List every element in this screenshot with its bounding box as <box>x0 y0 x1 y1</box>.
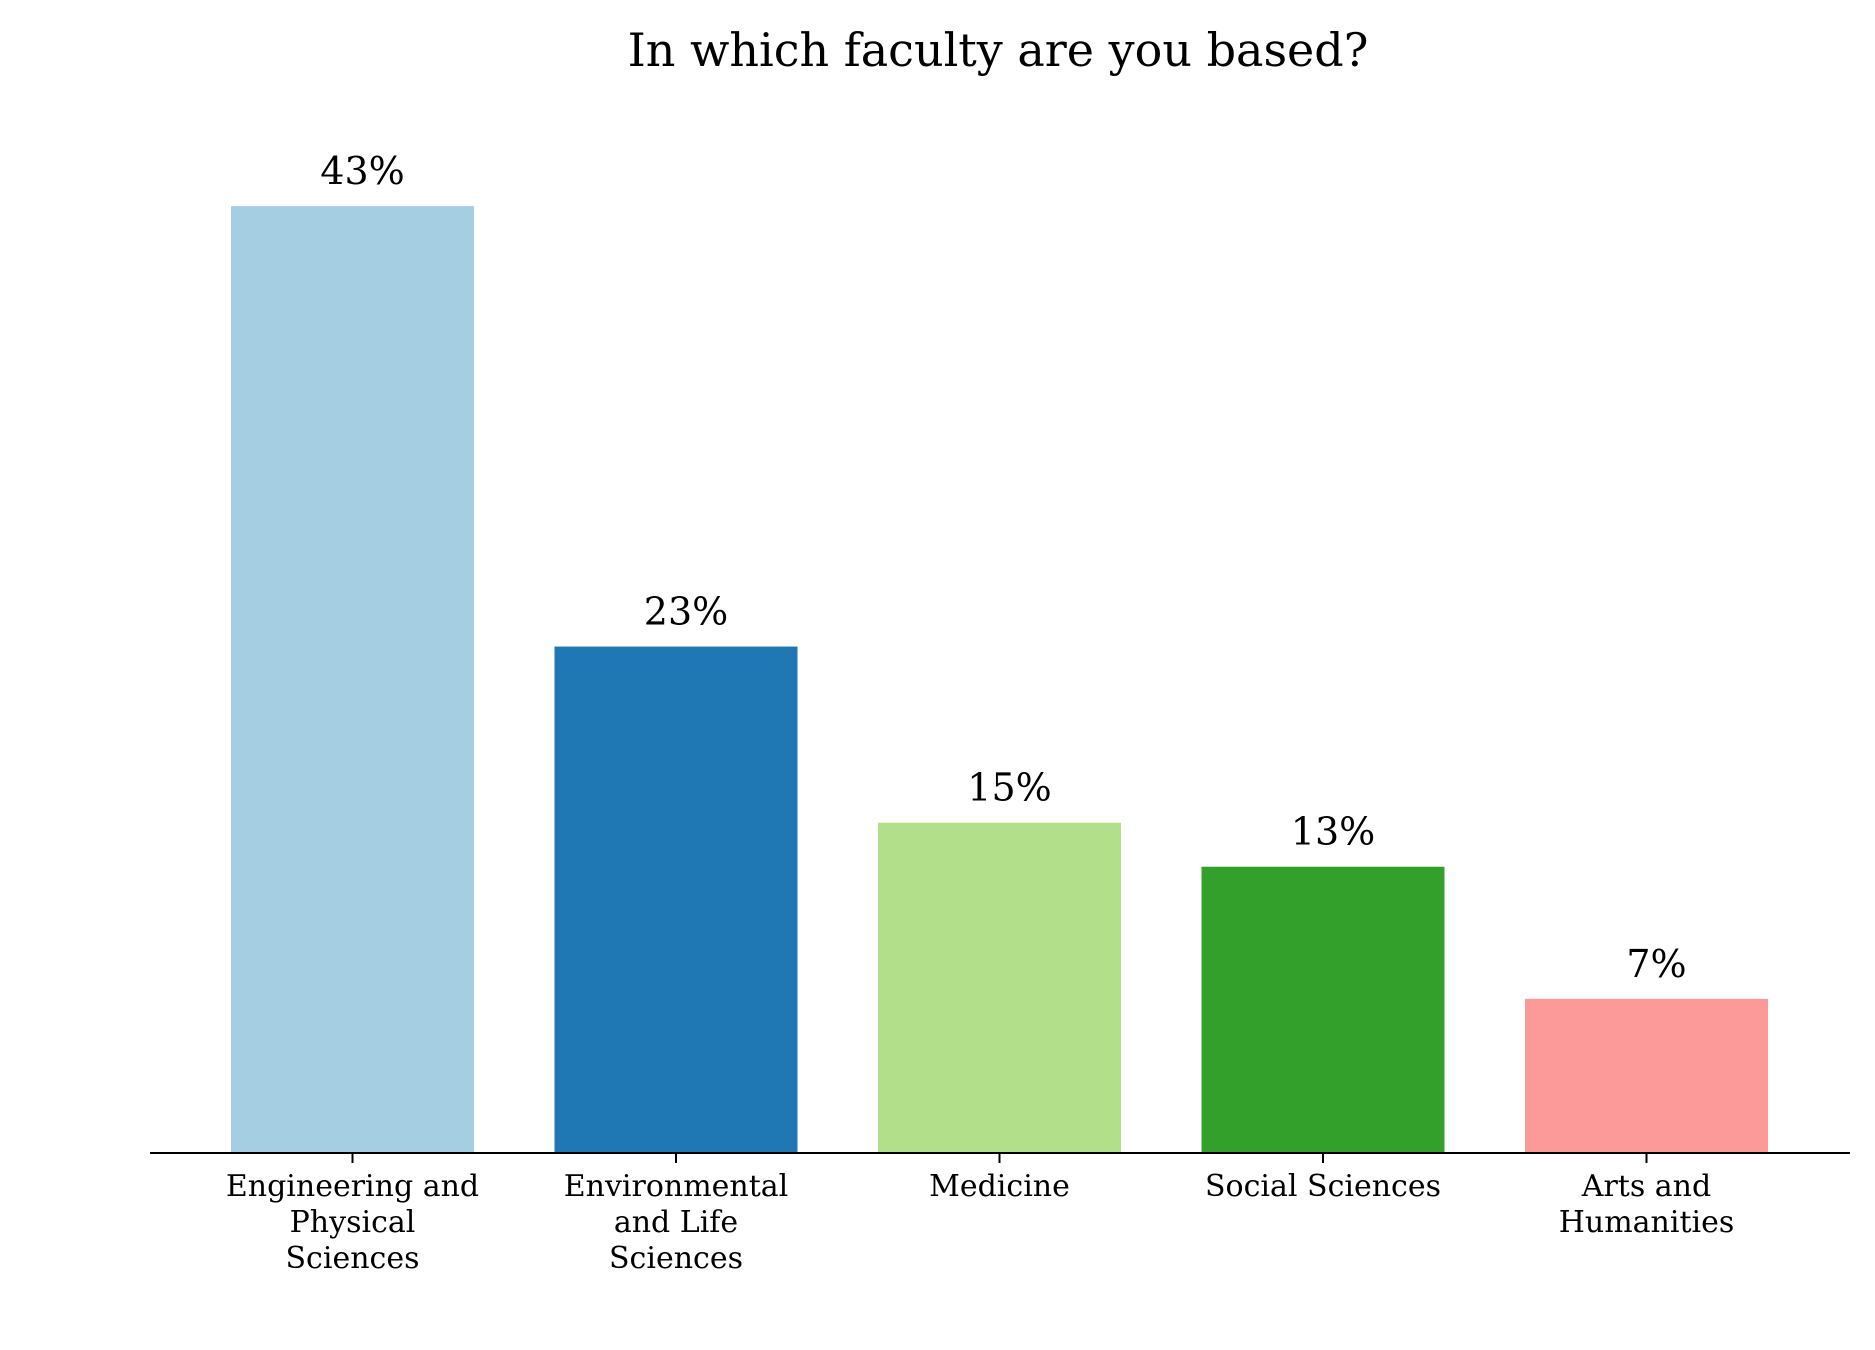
value-label-1: 43% <box>320 149 404 193</box>
value-label-5: 7% <box>1626 942 1686 986</box>
x-tick-label-line: Medicine <box>929 1169 1070 1204</box>
value-labels-group: 43% 23% 15% 13% 7% <box>320 149 1686 986</box>
x-tick-label-line: and Life <box>614 1205 738 1240</box>
bar-4 <box>1201 866 1445 1153</box>
x-tick-label-4: Social Sciences <box>1205 1169 1441 1204</box>
bar-1 <box>231 206 474 1153</box>
x-tick-labels-group: Engineering and Physical SciencesEnvironme… <box>226 1169 1734 1276</box>
x-tick-label-line: Engineering and <box>226 1169 479 1204</box>
x-tick-label-line: Sciences <box>609 1241 743 1276</box>
bar-5 <box>1525 998 1768 1153</box>
x-tick-label-line: Environmental <box>564 1169 789 1204</box>
x-tick-label-line: Physical <box>290 1205 416 1240</box>
x-tick-label-line: Humanities <box>1559 1205 1735 1240</box>
x-tick-label-line: Social Sciences <box>1205 1169 1441 1204</box>
x-tick-label-2: Environmental and Life Sciences <box>564 1169 789 1276</box>
bar-2 <box>554 646 798 1153</box>
x-tick-label-line: Sciences <box>286 1241 420 1276</box>
x-tick-label-3: Medicine <box>929 1169 1070 1204</box>
value-label-4: 13% <box>1291 810 1375 854</box>
x-tick-label-5: Arts and Humanities <box>1559 1169 1735 1240</box>
bar-3 <box>878 822 1121 1153</box>
chart-title: In which faculty are you based? <box>628 23 1369 77</box>
x-ticks-group <box>351 1153 1648 1163</box>
x-tick-label-1: Engineering and Physical Sciences <box>226 1169 479 1276</box>
value-label-2: 23% <box>644 590 728 634</box>
x-tick-label-line: Arts and <box>1581 1169 1711 1204</box>
bars-group <box>231 206 1768 1153</box>
value-label-3: 15% <box>967 766 1051 810</box>
